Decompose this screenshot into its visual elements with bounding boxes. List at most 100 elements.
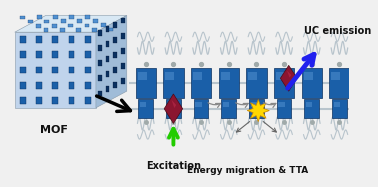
Polygon shape	[85, 51, 91, 58]
Polygon shape	[246, 68, 266, 98]
Polygon shape	[249, 99, 264, 118]
Polygon shape	[113, 22, 117, 28]
Polygon shape	[332, 99, 347, 118]
Polygon shape	[20, 51, 26, 58]
Polygon shape	[331, 72, 341, 80]
Polygon shape	[20, 82, 26, 88]
Polygon shape	[98, 45, 102, 51]
Polygon shape	[251, 102, 257, 107]
Polygon shape	[93, 19, 98, 23]
Polygon shape	[20, 97, 26, 104]
Polygon shape	[20, 16, 25, 19]
Polygon shape	[218, 68, 239, 98]
Polygon shape	[113, 37, 117, 43]
Polygon shape	[138, 99, 153, 118]
Polygon shape	[106, 26, 109, 32]
Text: Excitation: Excitation	[146, 161, 201, 171]
Polygon shape	[15, 16, 127, 32]
Polygon shape	[44, 20, 49, 23]
Polygon shape	[194, 99, 208, 118]
Polygon shape	[106, 86, 109, 92]
Polygon shape	[280, 65, 297, 91]
Polygon shape	[140, 102, 146, 107]
Polygon shape	[172, 100, 176, 108]
Polygon shape	[223, 102, 229, 107]
Polygon shape	[195, 102, 202, 107]
Polygon shape	[138, 72, 147, 80]
Polygon shape	[20, 67, 26, 73]
Polygon shape	[165, 72, 174, 80]
Polygon shape	[302, 68, 322, 98]
Polygon shape	[106, 71, 109, 77]
Polygon shape	[36, 97, 42, 104]
Polygon shape	[113, 52, 117, 58]
Polygon shape	[163, 68, 184, 98]
Polygon shape	[193, 72, 202, 80]
Polygon shape	[69, 82, 74, 88]
Polygon shape	[121, 33, 125, 39]
Polygon shape	[121, 48, 125, 54]
Polygon shape	[76, 28, 81, 32]
Polygon shape	[85, 67, 91, 73]
Polygon shape	[53, 36, 58, 43]
Polygon shape	[274, 68, 294, 98]
Polygon shape	[15, 32, 96, 108]
Polygon shape	[69, 15, 74, 19]
Polygon shape	[36, 36, 42, 43]
Polygon shape	[69, 67, 74, 73]
Polygon shape	[36, 24, 41, 28]
Polygon shape	[28, 20, 33, 23]
Polygon shape	[106, 56, 109, 62]
Polygon shape	[20, 36, 26, 43]
Polygon shape	[53, 97, 58, 104]
Polygon shape	[191, 68, 211, 98]
Polygon shape	[53, 67, 58, 73]
Text: Energy migration & TTA: Energy migration & TTA	[187, 166, 308, 175]
Polygon shape	[333, 102, 340, 107]
Polygon shape	[121, 18, 125, 23]
Polygon shape	[43, 28, 48, 32]
Polygon shape	[36, 67, 42, 73]
Polygon shape	[167, 102, 174, 107]
Polygon shape	[69, 97, 74, 104]
Polygon shape	[68, 24, 73, 27]
Text: UC emission: UC emission	[304, 26, 372, 36]
Polygon shape	[136, 68, 156, 98]
Polygon shape	[92, 28, 97, 31]
Polygon shape	[98, 60, 102, 66]
Polygon shape	[106, 41, 109, 47]
Polygon shape	[221, 72, 230, 80]
Polygon shape	[98, 91, 102, 96]
Polygon shape	[277, 99, 291, 118]
Polygon shape	[98, 30, 102, 36]
Polygon shape	[113, 67, 117, 73]
Polygon shape	[60, 28, 65, 32]
Polygon shape	[36, 82, 42, 88]
Polygon shape	[85, 36, 91, 43]
Polygon shape	[222, 99, 236, 118]
Text: MOF: MOF	[40, 125, 67, 135]
Polygon shape	[37, 16, 42, 19]
Polygon shape	[306, 102, 313, 107]
Polygon shape	[304, 99, 319, 118]
Polygon shape	[36, 51, 42, 58]
Polygon shape	[276, 72, 285, 80]
Polygon shape	[53, 51, 58, 58]
Polygon shape	[60, 19, 65, 23]
Polygon shape	[69, 51, 74, 58]
Polygon shape	[247, 99, 270, 122]
Polygon shape	[52, 24, 57, 27]
Polygon shape	[329, 68, 350, 98]
Polygon shape	[53, 82, 58, 88]
Polygon shape	[69, 36, 74, 43]
Polygon shape	[287, 70, 291, 78]
Polygon shape	[164, 94, 183, 123]
Polygon shape	[166, 99, 181, 118]
Polygon shape	[113, 82, 117, 88]
Polygon shape	[108, 28, 113, 31]
Polygon shape	[85, 15, 90, 19]
Polygon shape	[53, 15, 58, 19]
Polygon shape	[77, 19, 82, 23]
Polygon shape	[304, 72, 313, 80]
Polygon shape	[101, 24, 106, 27]
